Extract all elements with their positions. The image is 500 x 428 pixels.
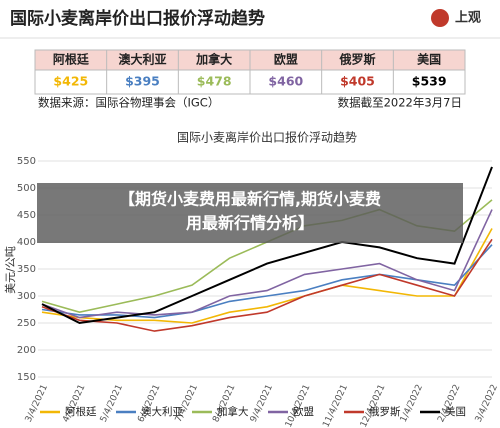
y-tick-label: 150	[17, 372, 36, 383]
legend-label: 加拿大	[217, 405, 249, 418]
table-header: 阿根廷	[53, 52, 90, 67]
x-tick-label: 5/4/2021	[99, 383, 125, 424]
x-tick-label: 11/4/2021	[321, 383, 350, 428]
table-value: $460	[268, 74, 303, 89]
table-value: $425	[53, 74, 88, 89]
logo-icon	[431, 9, 449, 27]
overlay-bg	[37, 183, 463, 243]
legend-label: 美国	[445, 405, 466, 418]
x-tick-label: 1/4/2022	[399, 383, 425, 424]
x-tick-label: 9/4/2021	[249, 383, 275, 424]
logo: 上观	[455, 11, 481, 26]
table-header: 俄罗斯	[338, 52, 375, 67]
legend-label: 俄罗斯	[369, 405, 401, 418]
source: 数据来源：国际谷物理事会（IGC）	[38, 96, 219, 110]
y-tick-label: 300	[17, 291, 36, 302]
series-line	[41, 209, 493, 319]
overlay-text: 【期货小麦费用最新行情,期货小麦费	[119, 190, 381, 209]
y-tick-label: 200	[17, 345, 36, 356]
legend-label: 澳大利亚	[141, 405, 183, 418]
table-value: $395	[125, 74, 160, 89]
y-tick-label: 400	[17, 237, 36, 248]
x-tick-label: 3/4/2021	[24, 383, 50, 424]
table-value: $539	[412, 74, 447, 89]
table-value: $405	[340, 74, 375, 89]
y-tick-label: 500	[17, 183, 36, 194]
chart-title: 国际小麦离岸价出口报价浮动趋势	[177, 130, 357, 145]
table-header: 加拿大	[195, 52, 232, 67]
x-tick-label: 3/4/2022	[474, 383, 500, 424]
y-tick-label: 450	[17, 210, 36, 221]
legend-label: 欧盟	[293, 406, 314, 418]
table-header: 美国	[417, 52, 441, 67]
y-tick-label: 250	[17, 318, 36, 329]
y-tick-label: 550	[17, 156, 36, 167]
y-axis-label: 美元/公吨	[4, 246, 17, 294]
title: 国际小麦离岸价出口报价浮动趋势	[10, 8, 265, 29]
series-line	[41, 238, 493, 332]
table-header: 欧盟	[274, 52, 298, 67]
y-tick-label: 350	[17, 264, 36, 275]
date-note: 数据截至2022年3月7日	[338, 96, 462, 110]
table-value: $478	[197, 74, 232, 89]
legend-label: 阿根廷	[65, 405, 97, 418]
overlay-text: 用最新行情分析】	[186, 214, 314, 233]
series-line	[41, 228, 493, 324]
table-header: 澳大利亚	[118, 52, 166, 67]
series-line	[41, 166, 493, 325]
